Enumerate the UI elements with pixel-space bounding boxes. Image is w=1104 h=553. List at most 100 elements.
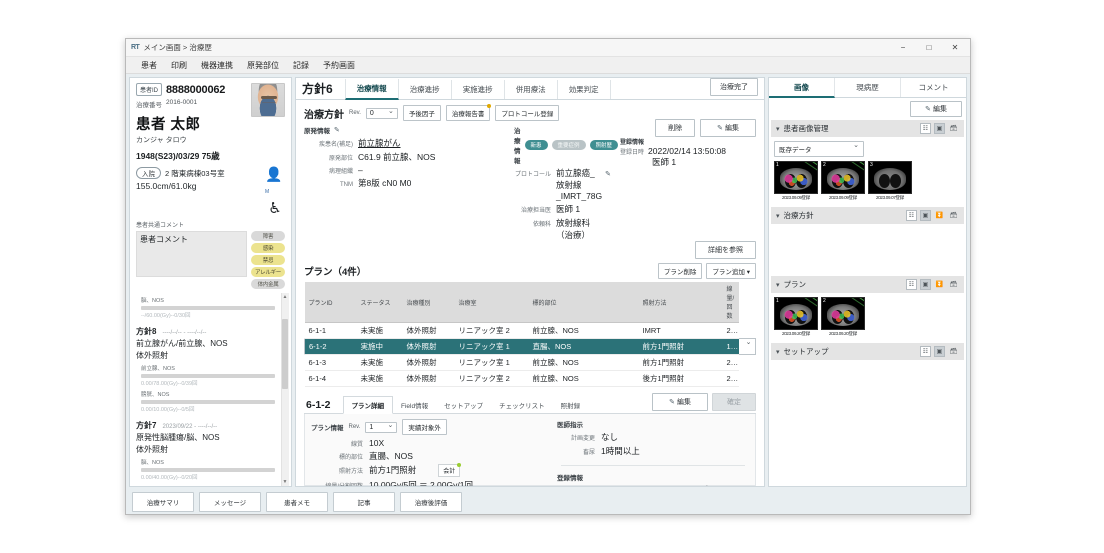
- tab-images[interactable]: 画像: [769, 78, 835, 98]
- table-row[interactable]: 6-1-2 実施中 体外照射 リニアック室 1 直腸、NOS 前方1門照射 10…: [304, 338, 756, 355]
- import-image-icon[interactable]: 🗃: [949, 349, 958, 355]
- menu-item-primary-site[interactable]: 原発部位: [247, 60, 279, 70]
- protocol-registration-button[interactable]: プロトコール登録: [495, 105, 560, 121]
- history-item[interactable]: 方針8 ----/--/-- - ----/--/-- 前立腺がん/前立腺、NO…: [136, 326, 275, 413]
- image-source-select[interactable]: 既存データ: [774, 141, 864, 157]
- menu-item-print[interactable]: 印刷: [171, 60, 187, 70]
- plan-add-button[interactable]: プラン追加 ▾: [706, 263, 756, 279]
- table-row[interactable]: 6-1-1 未実施 体外照射 リニアック室 2 前立腺、NOS IMRT 2.0…: [304, 322, 756, 339]
- view-detail-button[interactable]: 詳細を参照: [695, 241, 756, 259]
- section-header-treatment-policy[interactable]: ▾ 治療方針 ☷ ▣ ⏬ 🗃: [771, 207, 964, 224]
- import-image-icon[interactable]: 🗃: [949, 213, 958, 219]
- tab-comments[interactable]: コメント: [918, 83, 949, 92]
- section-header-setup[interactable]: ▾ セットアップ ☷ ▣ 🗃: [771, 343, 964, 360]
- export-icon[interactable]: ⏬: [935, 282, 944, 288]
- treatment-number-label: 治療番号: [136, 102, 162, 109]
- message-button[interactable]: メッセージ: [199, 492, 261, 512]
- close-icon[interactable]: ✕: [951, 43, 959, 52]
- history-item[interactable]: 方針7 2023/09/22 - ----/--/-- 原発性脳腫瘍/脳、NOS…: [136, 420, 275, 481]
- dose-overlay: [783, 307, 809, 324]
- minimize-icon[interactable]: −: [900, 43, 906, 52]
- menu-item-reservation[interactable]: 予約画面: [323, 60, 355, 70]
- grid-view-icon[interactable]: ☷: [906, 210, 917, 221]
- delete-button[interactable]: 削除: [655, 119, 696, 137]
- revision-select[interactable]: 0: [365, 107, 398, 119]
- requesting-dept-label: 依頼科: [532, 222, 551, 228]
- history-item[interactable]: 脳、NOS --/60.00(Gy)--0/30回: [136, 296, 275, 319]
- tab-execution-progress[interactable]: 実施進捗: [452, 80, 505, 99]
- thumbnail-cell[interactable]: 1 2023.09.20登録: [774, 297, 818, 337]
- thumbnail-cell[interactable]: 2 2023.09.20登録: [821, 297, 865, 337]
- ct-thumbnail[interactable]: 1: [774, 161, 818, 194]
- patient-memo-button[interactable]: 患者メモ: [266, 492, 328, 512]
- primary-disease-value[interactable]: 前立腺がん: [358, 138, 401, 148]
- tab-medical-history[interactable]: 現病歴: [835, 78, 901, 97]
- treatment-complete-button[interactable]: 治療完了: [710, 78, 758, 96]
- import-image-icon[interactable]: 🗃: [949, 126, 958, 132]
- badge-allergy[interactable]: アレルギー: [251, 267, 285, 277]
- thumbnail-cell[interactable]: 3 2023.09.07登録: [868, 161, 912, 201]
- patient-comment-box[interactable]: 患者コメント: [136, 231, 247, 277]
- table-row[interactable]: 6-1-3 未実施 体外照射 リニアック室 1 前立腺、NOS 前方1門照射 2…: [304, 354, 756, 371]
- out-of-scope-button[interactable]: 実績対象外: [402, 419, 447, 435]
- badge-infection[interactable]: 感染: [251, 243, 285, 253]
- accounting-button[interactable]: 会計: [438, 463, 462, 477]
- treatment-summary-button[interactable]: 治療サマリ: [132, 492, 194, 512]
- edit-button[interactable]: ✎ 編集: [700, 119, 756, 137]
- tab-checklist[interactable]: チェックリスト: [499, 403, 545, 410]
- tab-combined-therapy[interactable]: 併用療法: [505, 80, 558, 99]
- export-icon[interactable]: ⏬: [935, 213, 944, 219]
- patient-name-kana: カンジャ タロウ: [136, 137, 187, 144]
- menu-item-patient[interactable]: 患者: [141, 60, 157, 70]
- grid-view-icon[interactable]: ☷: [920, 346, 931, 357]
- scroll-up-icon[interactable]: ▲: [282, 294, 288, 300]
- grid-view-icon[interactable]: ☷: [920, 123, 931, 134]
- plan-edit-button[interactable]: ✎ 編集: [652, 393, 708, 411]
- import-image-icon[interactable]: 🗃: [949, 282, 958, 288]
- menu-item-device-link[interactable]: 機器連携: [201, 60, 233, 70]
- menu-item-record[interactable]: 記録: [293, 60, 309, 70]
- right-edit-button[interactable]: ✎ 編集: [910, 101, 962, 117]
- chevron-down-icon[interactable]: ▾: [776, 125, 780, 133]
- treatment-report-button[interactable]: 治療報告書: [445, 104, 492, 121]
- list-view-icon[interactable]: ▣: [920, 210, 931, 221]
- list-view-icon[interactable]: ▣: [934, 123, 945, 134]
- pencil-icon[interactable]: ✎: [605, 171, 612, 178]
- pencil-icon[interactable]: ✎: [334, 127, 340, 134]
- maximize-icon[interactable]: □: [926, 43, 932, 52]
- history-scrollbar[interactable]: ▲ ▼: [281, 293, 289, 486]
- thumbnail-cell[interactable]: 1 2023.09.09登録: [774, 161, 818, 201]
- tab-irradiation-record[interactable]: 照射録: [560, 403, 581, 410]
- chevron-down-icon[interactable]: ▾: [776, 212, 780, 220]
- prognostic-factor-button[interactable]: 予後因子: [402, 105, 441, 121]
- table-row[interactable]: 6-1-4 未実施 体外照射 リニアック室 2 前立腺、NOS 後方1門照射 2…: [304, 370, 756, 387]
- thumbnail-cell[interactable]: 2 2023.09.09登録: [821, 161, 865, 201]
- registration-user: 医師 1: [652, 157, 677, 167]
- plan-revision-select[interactable]: 1: [365, 421, 398, 433]
- tab-treatment-progress[interactable]: 治療進捗: [399, 80, 452, 99]
- badge-contraindication[interactable]: 禁忌: [251, 255, 285, 265]
- plan-thumbnail[interactable]: 2: [821, 297, 865, 330]
- ct-thumbnail[interactable]: 3: [868, 161, 912, 194]
- plan-thumbnail[interactable]: 1: [774, 297, 818, 330]
- list-view-icon[interactable]: ▣: [920, 279, 931, 290]
- ct-thumbnail[interactable]: 2: [821, 161, 865, 194]
- tab-setup[interactable]: セットアップ: [444, 403, 484, 410]
- article-button[interactable]: 記事: [333, 492, 395, 512]
- scrollbar-thumb[interactable]: [282, 319, 288, 389]
- badge-disability[interactable]: 障害: [251, 231, 285, 241]
- tab-treatment-info[interactable]: 治療情報: [344, 79, 399, 100]
- tab-field-info[interactable]: Field情報: [401, 403, 429, 410]
- tab-effect-evaluation[interactable]: 効果判定: [558, 80, 611, 99]
- plan-delete-button[interactable]: プラン削除: [657, 263, 703, 279]
- chevron-down-icon[interactable]: ▾: [776, 348, 780, 356]
- chevron-down-icon[interactable]: ▾: [776, 281, 780, 289]
- grid-view-icon[interactable]: ☷: [906, 279, 917, 290]
- section-header-plan[interactable]: ▾ プラン ☷ ▣ ⏬ 🗃: [771, 276, 964, 293]
- tab-plan-detail[interactable]: プラン詳細: [342, 396, 394, 414]
- list-view-icon[interactable]: ▣: [934, 346, 945, 357]
- section-header-patient-images[interactable]: ▾ 患者画像管理 ☷ ▣ 🗃: [771, 120, 964, 137]
- post-treatment-eval-button[interactable]: 治療後評価: [400, 492, 462, 512]
- scroll-down-icon[interactable]: ▼: [282, 479, 288, 485]
- badge-implant-metal[interactable]: 体内金属: [251, 279, 285, 289]
